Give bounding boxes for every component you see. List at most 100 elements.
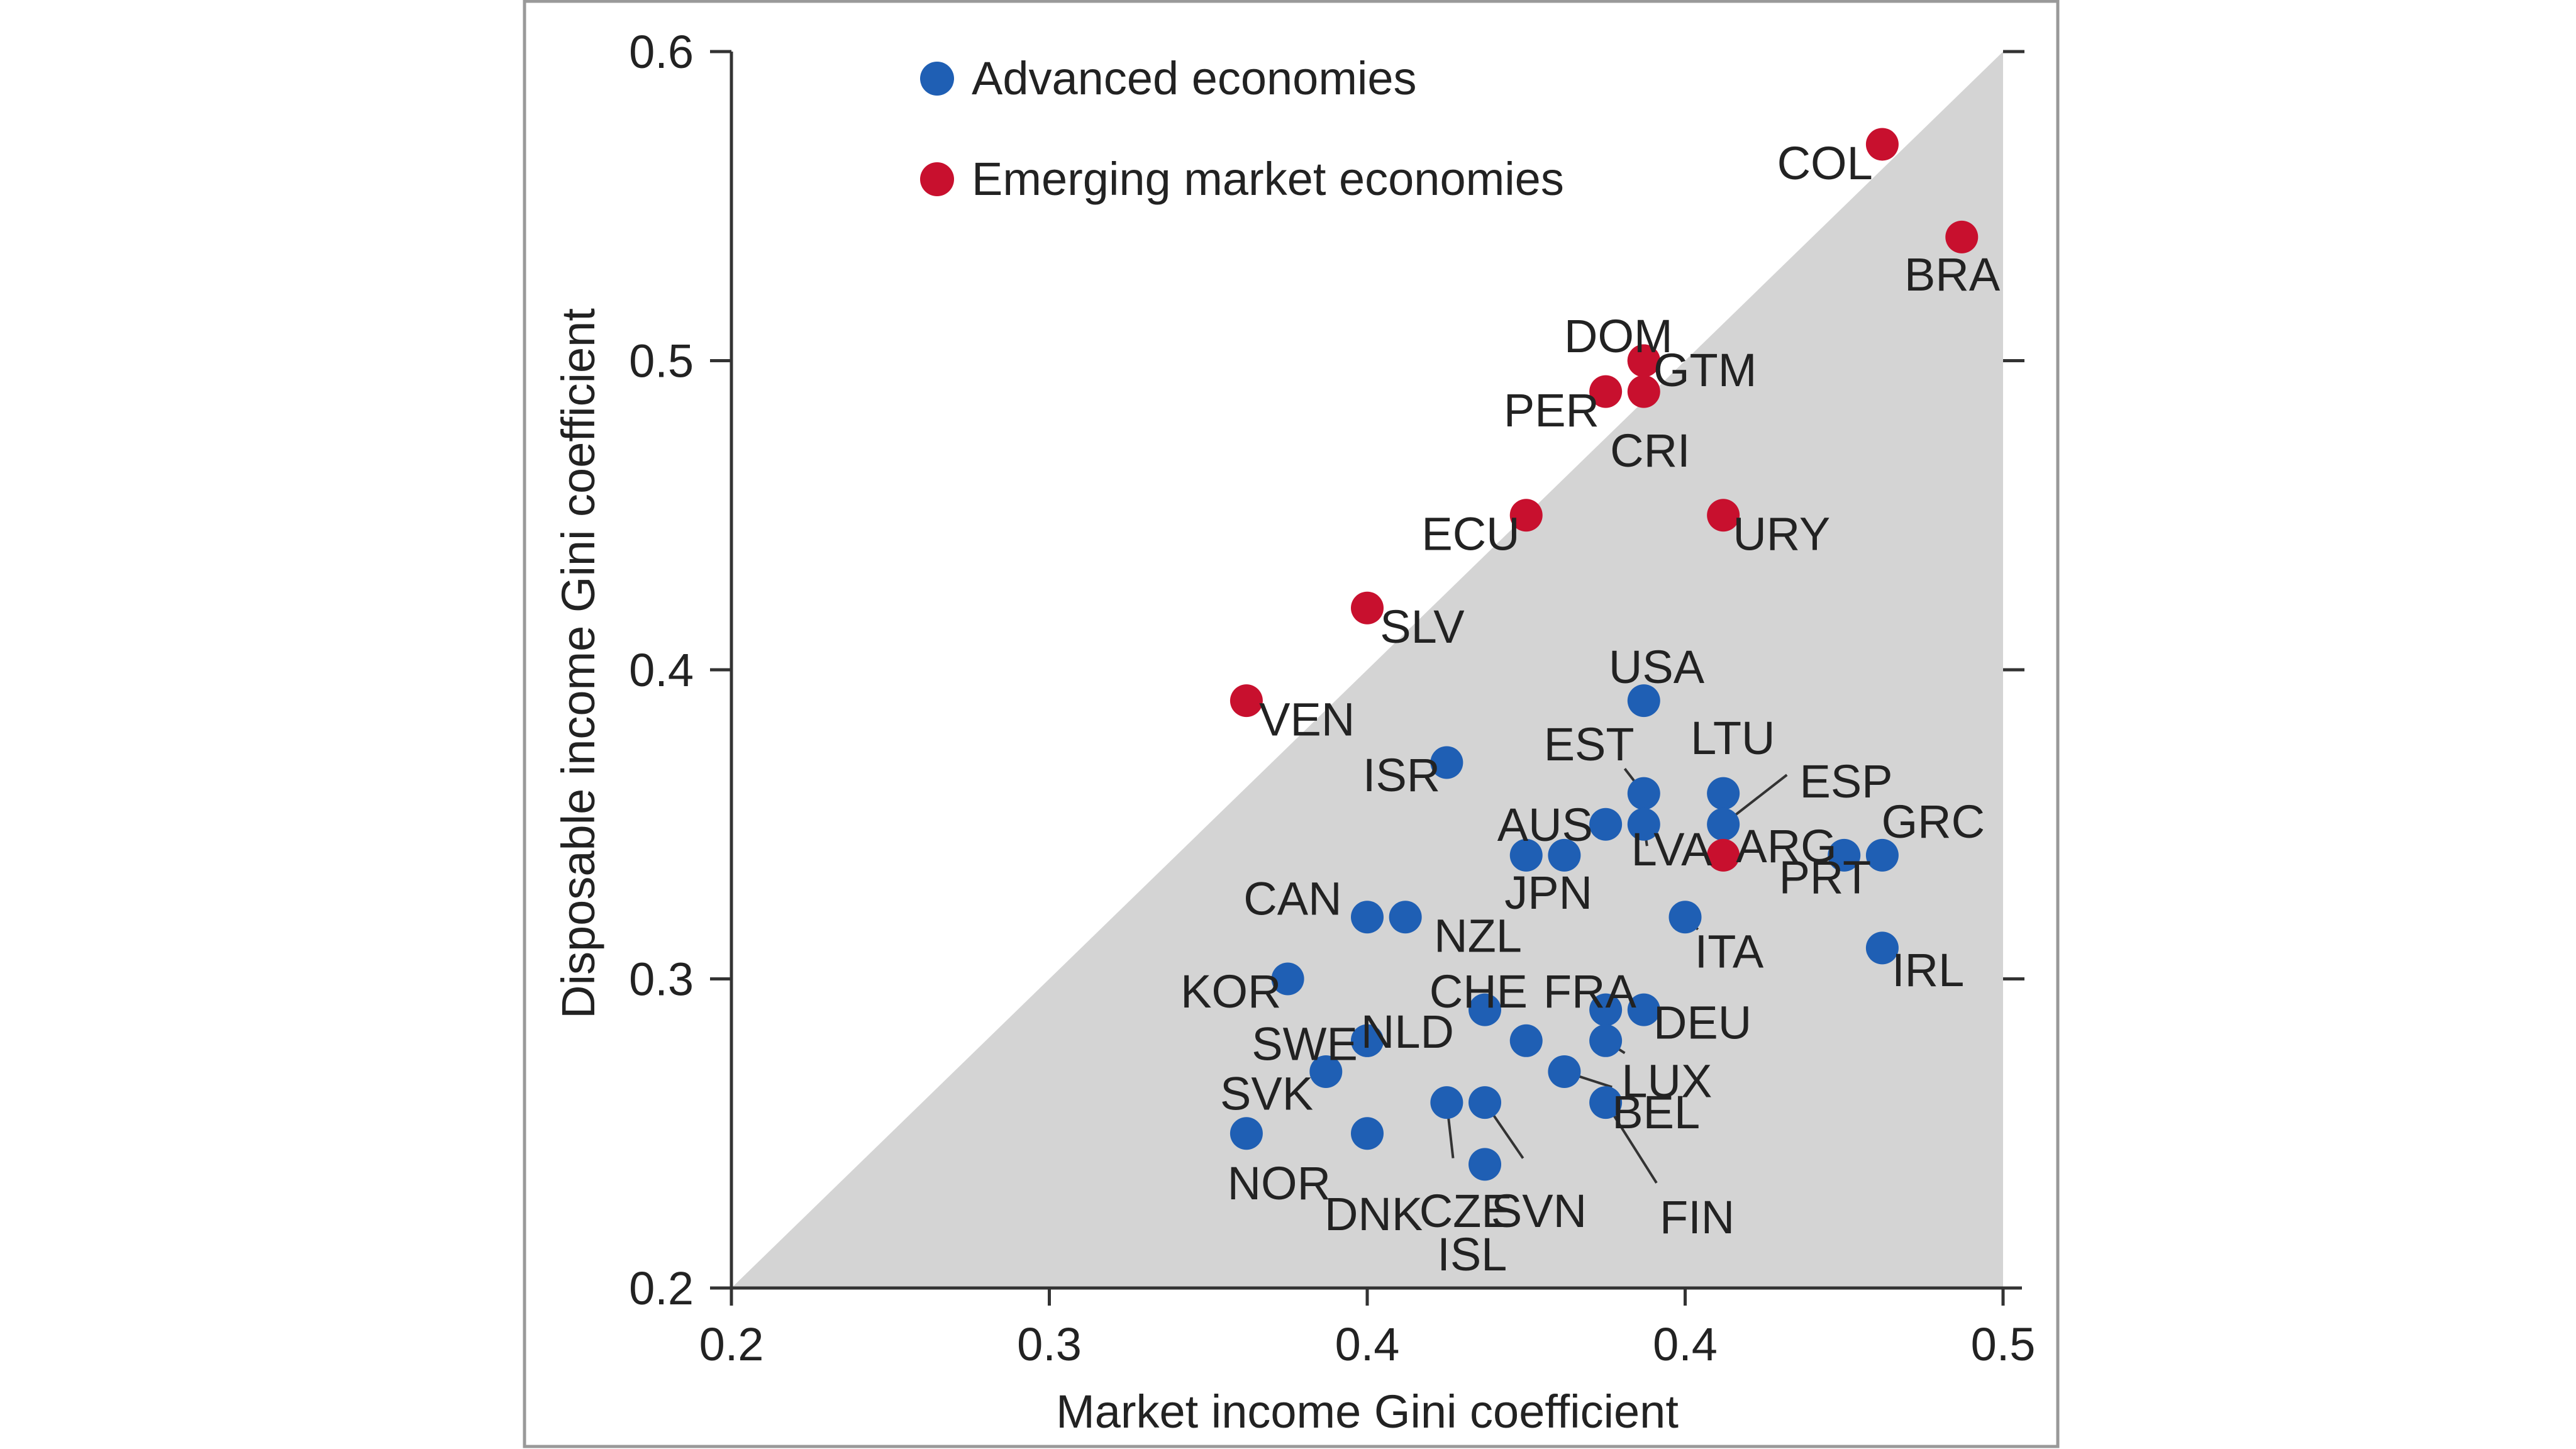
y-tick-label: 0.5 (629, 335, 694, 387)
point-label-svn: SVN (1491, 1185, 1587, 1237)
point-label-lva: LVA (1631, 823, 1713, 875)
point-label-bel: BEL (1612, 1086, 1700, 1138)
point-prt (1828, 838, 1861, 872)
point-label-esp: ESP (1799, 755, 1892, 808)
point-slv (1351, 591, 1384, 625)
point-label-jpn: JPN (1504, 867, 1592, 919)
point-esp (1707, 808, 1740, 841)
point-label-ltu: LTU (1690, 712, 1775, 764)
point-irl (1865, 931, 1899, 965)
point-ecu (1509, 499, 1543, 532)
legend-marker-advanced (920, 62, 954, 96)
point-label-fra: FRA (1543, 965, 1637, 1018)
point-bel (1548, 1055, 1581, 1088)
point-unlabeled-0-22 (1509, 1024, 1543, 1057)
point-label-fin: FIN (1660, 1191, 1735, 1243)
point-can (1351, 901, 1384, 934)
point-ven (1230, 684, 1263, 718)
legend-label-advanced: Advanced economies (972, 52, 1417, 104)
data-points (1230, 128, 1979, 1181)
point-label-nor: NOR (1228, 1157, 1331, 1209)
point-label-aus: AUS (1497, 799, 1593, 851)
point-label-est: EST (1544, 718, 1635, 770)
point-aus (1589, 808, 1623, 841)
point-col (1865, 128, 1899, 161)
x-tick-label: 0.4 (1653, 1318, 1718, 1370)
y-tick-label: 0.6 (629, 26, 694, 78)
point-label-prt: PRT (1779, 851, 1872, 903)
point-label-lux: LUX (1621, 1055, 1712, 1108)
point-est (1627, 777, 1660, 810)
point-kor (1271, 962, 1304, 996)
point-isr (1430, 746, 1463, 779)
point-bra (1945, 220, 1979, 253)
point-label-deu: DEU (1653, 996, 1752, 1048)
point-label-che: CHE (1430, 965, 1528, 1018)
y-tick-label: 0.4 (629, 644, 694, 696)
x-tick-label: 0.3 (1017, 1318, 1082, 1370)
point-isl (1468, 1148, 1502, 1181)
point-arg (1707, 838, 1740, 872)
y-tick-label: 0.2 (629, 1262, 694, 1314)
point-jpn (1509, 838, 1543, 872)
point-cri (1627, 375, 1660, 408)
point-ltu (1707, 777, 1740, 810)
point-ury (1707, 499, 1740, 532)
y-axis-title: Disposable income Gini coefficient (552, 308, 604, 1019)
point-label-dnk: DNK (1324, 1188, 1423, 1240)
point-label-isl: ISL (1437, 1228, 1507, 1280)
point-gtm (1627, 344, 1660, 377)
point-label-can: CAN (1243, 873, 1341, 925)
point-label-usa: USA (1609, 641, 1705, 693)
point-fin (1589, 1086, 1623, 1119)
x-tick-label: 0.5 (1971, 1318, 2036, 1370)
point-lva (1627, 808, 1660, 841)
legend-marker-emerging (920, 162, 954, 196)
legend-label-emerging: Emerging market economies (972, 153, 1564, 205)
y-tick-label: 0.3 (629, 953, 694, 1006)
point-nld (1351, 1024, 1384, 1057)
point-label-slv: SLV (1380, 601, 1465, 653)
point-label-cri: CRI (1610, 425, 1690, 477)
point-label-svk: SVK (1220, 1067, 1313, 1119)
point-label-ury: URY (1733, 508, 1830, 560)
point-label-nld: NLD (1361, 1006, 1454, 1058)
point-svk (1309, 1055, 1343, 1088)
point-label-isr: ISR (1363, 749, 1440, 801)
point-dnk (1351, 1117, 1384, 1150)
point-label-nzl: NZL (1434, 910, 1522, 962)
point-label-kor: KOR (1180, 965, 1281, 1018)
point-ita (1668, 901, 1702, 934)
point-per (1589, 375, 1623, 408)
x-axis-title: Market income Gini coefficient (1056, 1385, 1679, 1438)
point-label-bra: BRA (1904, 248, 2001, 301)
point-label-ven: VEN (1259, 694, 1355, 746)
point-nzl (1389, 901, 1422, 934)
point-usa (1627, 684, 1660, 718)
point-label-per: PER (1504, 384, 1599, 436)
point-svn (1468, 1086, 1502, 1119)
x-tick-label: 0.4 (1335, 1318, 1400, 1370)
point-fra (1589, 993, 1623, 1026)
point-che (1468, 993, 1502, 1026)
x-tick-label: 0.2 (699, 1318, 764, 1370)
point-grc (1865, 838, 1899, 872)
point-label-ecu: ECU (1421, 508, 1519, 560)
point-deu (1627, 993, 1660, 1026)
point-unlabeled-0-8 (1548, 838, 1581, 872)
below-45-degree-shaded-region (731, 52, 2003, 1288)
point-label-gtm: GTM (1653, 344, 1757, 396)
point-label-arg: ARG (1736, 820, 1836, 872)
legend: Advanced economies Emerging market econo… (920, 52, 1564, 205)
point-label-col: COL (1777, 137, 1873, 189)
point-cze (1430, 1086, 1463, 1119)
point-lux (1589, 1024, 1623, 1057)
point-label-grc: GRC (1882, 796, 1985, 848)
point-label-irl: IRL (1892, 944, 1964, 996)
point-label-cze: CZE (1419, 1185, 1513, 1237)
point-label-ita: ITA (1695, 925, 1764, 977)
point-nor (1230, 1117, 1263, 1150)
